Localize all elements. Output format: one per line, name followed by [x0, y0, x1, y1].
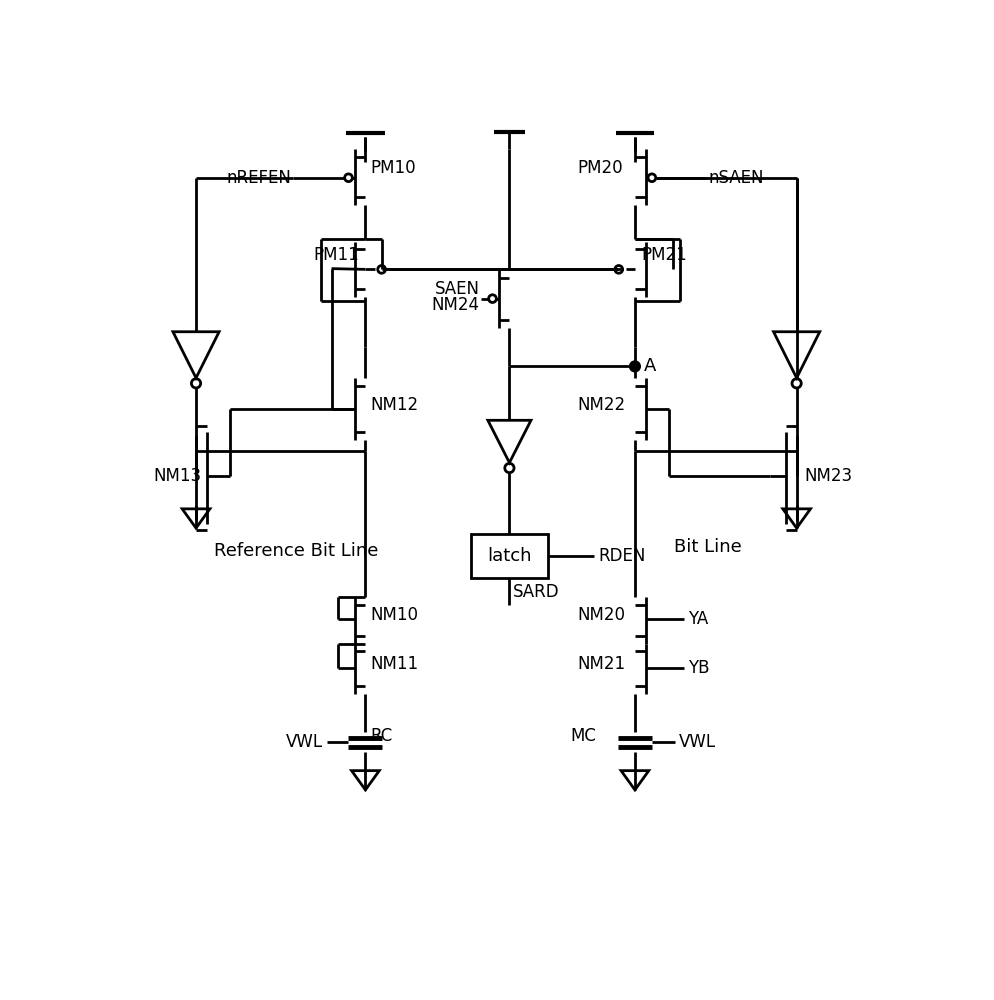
Text: NM22: NM22 — [578, 396, 625, 414]
Circle shape — [629, 361, 640, 372]
Text: nREFEN: nREFEN — [227, 169, 291, 187]
Text: NM24: NM24 — [431, 296, 479, 314]
Text: MC: MC — [571, 727, 596, 745]
Text: VWL: VWL — [679, 733, 716, 751]
Text: SAEN: SAEN — [434, 280, 479, 298]
Text: YA: YA — [688, 610, 709, 628]
Text: PM20: PM20 — [578, 159, 623, 177]
Text: Reference Bit Line: Reference Bit Line — [214, 542, 379, 560]
Text: PM21: PM21 — [641, 246, 687, 264]
Text: PM11: PM11 — [313, 246, 359, 264]
Text: PM10: PM10 — [370, 159, 415, 177]
Text: VWL: VWL — [286, 733, 323, 751]
Text: NM10: NM10 — [370, 606, 418, 624]
Text: YB: YB — [688, 659, 710, 677]
Text: A: A — [644, 357, 657, 375]
Bar — [471, 534, 548, 578]
Text: RDEN: RDEN — [598, 547, 645, 565]
Text: NM11: NM11 — [370, 655, 418, 673]
Text: NM12: NM12 — [370, 396, 418, 414]
Text: latch: latch — [487, 547, 532, 565]
Text: RC: RC — [370, 727, 393, 745]
Text: SARD: SARD — [513, 583, 560, 601]
Text: NM20: NM20 — [578, 606, 625, 624]
Text: NM23: NM23 — [804, 467, 853, 485]
Text: Bit Line: Bit Line — [674, 538, 742, 556]
Text: nSAEN: nSAEN — [709, 169, 764, 187]
Text: NM13: NM13 — [154, 467, 202, 485]
Text: NM21: NM21 — [578, 655, 625, 673]
